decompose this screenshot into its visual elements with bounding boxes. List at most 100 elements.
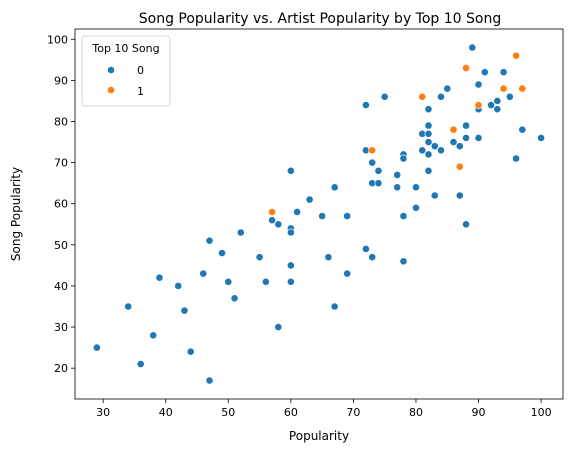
data-point-top10-0 [412,203,420,212]
data-point-top10-0 [380,92,389,101]
data-point-top10-0 [493,97,502,105]
data-point-top10-0 [474,134,483,142]
data-point-top10-0 [455,191,464,200]
data-point-top10-0 [124,302,133,311]
legend-marker-0 [107,66,115,74]
data-point-top10-0 [424,166,433,175]
data-point-top10-0 [399,154,408,163]
data-point-top10-0 [443,84,452,93]
legend-title: Top 10 Song [91,42,159,55]
data-point-top10-0 [474,80,483,89]
data-point-top10-0 [155,273,164,282]
data-point-top10-0 [318,212,327,220]
y-tick-label: 90 [54,74,68,87]
x-tick-label: 60 [284,406,298,419]
data-point-top10-1 [499,84,508,93]
x-tick-label: 70 [346,406,360,419]
legend-label-1: 1 [137,85,144,98]
x-tick-label: 90 [472,406,486,419]
data-point-top10-0 [218,249,226,257]
data-point-top10-0 [424,138,433,146]
legend: Top 10 Song 0 1 [81,35,171,107]
data-point-top10-0 [424,129,433,138]
data-point-top10-0 [455,142,464,151]
data-point-top10-0 [261,277,270,286]
data-point-top10-0 [136,360,145,368]
data-point-top10-0 [437,146,445,155]
y-tick-label: 60 [54,198,68,211]
data-point-top10-0 [418,146,427,155]
data-point-top10-0 [186,347,195,356]
y-tick-label: 70 [54,157,68,170]
y-tick-label: 20 [54,362,68,375]
data-point-top10-0 [343,269,352,278]
data-point-top10-0 [493,105,502,114]
y-tick-label: 40 [54,280,68,293]
data-point-top10-0 [537,134,546,142]
data-point-top10-0 [462,220,470,229]
data-point-top10-0 [343,212,352,220]
data-point-top10-0 [330,183,339,192]
y-tick-label: 50 [54,239,68,252]
data-point-top10-0 [199,269,208,278]
y-axis-ticks: 20 30 40 50 60 70 80 90 100 [47,33,75,375]
data-point-top10-0 [462,134,470,142]
data-point-top10-0 [330,302,339,311]
data-point-top10-0 [424,121,433,130]
data-point-top10-0 [505,92,514,101]
data-point-top10-0 [430,142,439,151]
x-axis-ticks: 30 40 50 60 70 80 90 100 [96,399,552,419]
data-point-top10-0 [468,43,477,52]
chart-title: Song Popularity vs. Artist Popularity by… [139,11,501,27]
data-point-top10-0 [92,343,101,352]
data-point-top10-0 [393,171,402,179]
y-tick-label: 80 [54,116,68,129]
data-point-top10-0 [293,208,302,216]
data-point-top10-1 [449,125,458,134]
data-point-top10-0 [368,253,377,262]
data-point-top10-0 [462,121,470,130]
data-point-top10-0 [518,125,527,134]
data-point-top10-1 [462,64,470,72]
y-axis-label: Song Popularity [9,167,23,261]
data-point-top10-0 [286,228,295,237]
data-point-top10-1 [418,92,427,101]
y-tick-label: 30 [54,321,68,334]
data-point-top10-0 [499,68,508,77]
data-point-top10-1 [268,208,276,216]
data-point-top10-1 [455,162,464,171]
data-point-top10-0 [274,323,283,331]
data-point-top10-0 [393,183,402,192]
data-point-top10-0 [362,101,370,109]
x-tick-label: 80 [409,406,423,419]
data-point-top10-0 [230,294,239,303]
data-point-top10-0 [180,306,189,315]
data-point-top10-1 [518,84,527,93]
data-point-top10-0 [368,158,377,167]
data-point-top10-0 [430,191,439,200]
data-point-top10-0 [255,253,264,262]
data-point-top10-0 [305,195,314,204]
data-point-top10-0 [205,236,214,245]
data-point-top10-0 [399,257,408,266]
legend-label-0: 0 [137,64,144,77]
data-point-top10-0 [224,277,233,286]
data-point-top10-0 [324,253,333,262]
plot-frame [74,28,564,400]
data-point-top10-0 [274,220,283,229]
data-point-top10-0 [399,212,408,220]
data-point-top10-0 [424,105,433,114]
data-point-top10-0 [487,101,495,109]
y-tick-label: 100 [47,33,68,46]
x-tick-label: 50 [221,406,235,419]
data-point-top10-0 [205,376,214,385]
data-point-top10-0 [512,154,520,163]
data-point-top10-0 [449,138,458,146]
data-point-top10-0 [480,68,489,77]
x-tick-label: 40 [159,406,173,419]
data-point-top10-0 [362,245,370,253]
legend-marker-1 [107,86,115,94]
x-tick-label: 100 [531,406,552,419]
data-point-top10-0 [437,92,445,101]
